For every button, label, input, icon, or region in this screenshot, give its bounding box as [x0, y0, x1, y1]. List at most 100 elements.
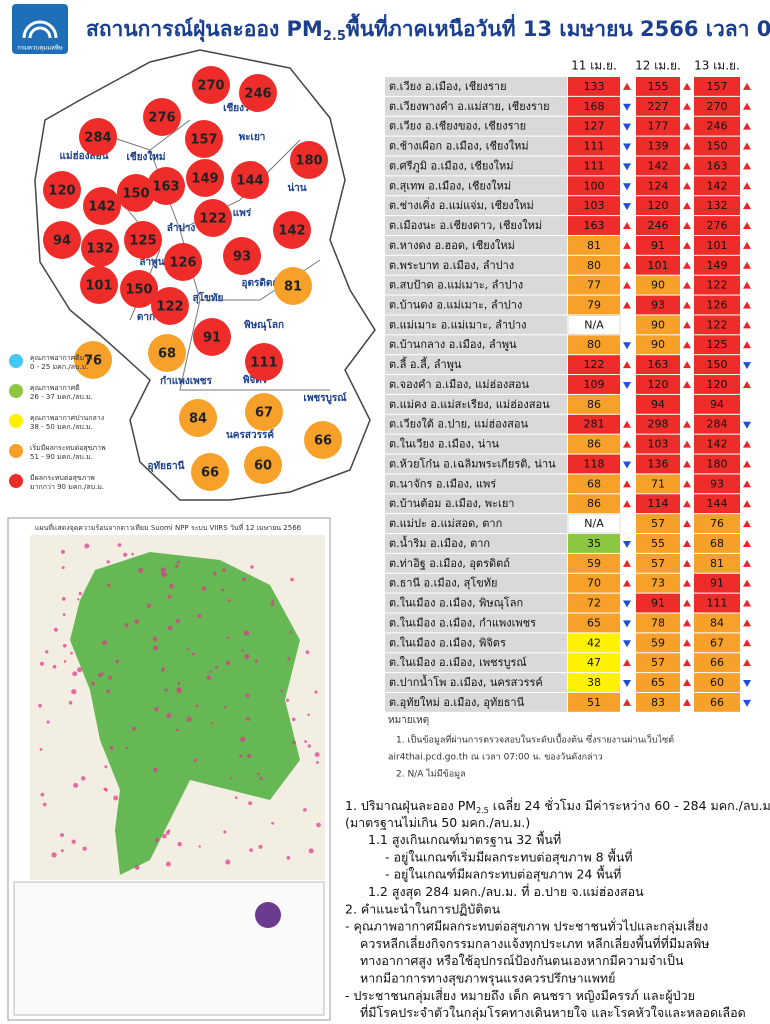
- province-label: กำแพงเพชร: [160, 375, 212, 387]
- value-cell: [694, 196, 740, 216]
- value-cell: [636, 176, 680, 196]
- value-text: 270: [707, 100, 728, 113]
- station-value: 132: [86, 242, 113, 257]
- value-cell: [636, 335, 680, 355]
- value-cell: [568, 235, 620, 255]
- hotspot: [134, 865, 140, 870]
- value-cell: [568, 77, 620, 96]
- station-value: 150: [122, 187, 149, 202]
- hotspot: [198, 845, 201, 848]
- hotspot: [104, 765, 108, 769]
- value-cell: [636, 593, 680, 613]
- value-text: 86: [587, 438, 601, 451]
- hotspot: [303, 808, 307, 812]
- trend-up: [743, 480, 751, 488]
- value-text: N/A: [584, 318, 604, 331]
- value-text: 122: [584, 358, 605, 371]
- value-cell: [694, 553, 740, 573]
- hotspot: [286, 698, 290, 702]
- region-outline: [34, 49, 376, 501]
- value-cell: [694, 235, 740, 255]
- station-cell: [385, 692, 567, 712]
- value-text: 78: [651, 616, 665, 629]
- station-value: 284: [84, 131, 111, 146]
- hotspot: [201, 586, 207, 591]
- value-text: 101: [648, 259, 669, 272]
- station-circle: [274, 267, 312, 305]
- trend-up: [743, 440, 751, 448]
- hotspot: [59, 832, 65, 838]
- value-cell: [568, 116, 620, 136]
- trend-up: [683, 162, 691, 170]
- trend-up: [683, 639, 691, 647]
- hotspot: [71, 839, 76, 844]
- value-text: 111: [584, 159, 605, 172]
- hotspot: [246, 717, 251, 721]
- value-cell: [636, 315, 680, 335]
- hotspot: [52, 664, 57, 669]
- value-text: 114: [648, 497, 669, 510]
- trend-up: [743, 599, 751, 607]
- hotspot: [73, 782, 79, 788]
- trend-up: [743, 301, 751, 309]
- value-cell: [694, 573, 740, 593]
- summary-line: - อยู่ในเกณฑ์มีผลกระทบต่อสุขภาพ 24 พื้นท…: [385, 865, 621, 883]
- trend-down: [623, 640, 631, 648]
- station-circle: [245, 343, 283, 381]
- trend-up: [683, 122, 691, 130]
- value-cell: [694, 96, 740, 116]
- station-name: ต.เวียงพางคำ อ.แม่สาย, เชียงราย: [389, 100, 550, 113]
- station-circle: [179, 399, 217, 437]
- hotspot: [186, 647, 189, 651]
- value-cell: [694, 593, 740, 613]
- station-name: ต.ในเมือง อ.เมือง, พิษณุโลก: [389, 596, 523, 610]
- value-text: 70: [587, 577, 601, 590]
- trend-up: [743, 380, 751, 388]
- trend-up: [683, 261, 691, 269]
- hotspot: [223, 705, 227, 709]
- value-cell: [694, 534, 740, 553]
- hotspot: [212, 571, 217, 576]
- value-text: 100: [584, 179, 605, 192]
- trend-up: [623, 559, 631, 567]
- trend-up: [623, 480, 631, 488]
- value-text: 246: [648, 219, 669, 232]
- value-cell: [568, 573, 620, 593]
- hotspot: [160, 567, 166, 573]
- value-cell: [636, 494, 680, 514]
- hotspot: [40, 792, 45, 797]
- station-name: ต.ศรีภูมิ อ.เมือง, เชียงใหม่: [389, 159, 514, 172]
- hotspot: [113, 795, 119, 801]
- value-text: 57: [651, 557, 665, 570]
- hotspot: [167, 829, 171, 833]
- value-cell: [694, 255, 740, 275]
- hotspot: [240, 736, 246, 742]
- summary-line: 1. ปริมาณฝุ่นละออง PM2.5 เฉลี่ย 24 ชั่วโ…: [345, 797, 770, 815]
- value-cell: [568, 176, 620, 196]
- value-text: 94: [651, 398, 665, 411]
- value-cell: [636, 375, 680, 394]
- trend-up: [623, 281, 631, 289]
- station-value: 111: [250, 356, 277, 371]
- hotspot: [103, 787, 107, 791]
- station-value: 142: [88, 200, 115, 215]
- summary-line: 1.1 สูงเกินเกณฑ์มาตรฐาน 32 พื้นที่: [368, 830, 561, 848]
- column-header: 11 เม.ย.: [571, 59, 617, 73]
- hotspot: [161, 667, 166, 672]
- hotspot: [271, 599, 274, 602]
- legend-title: คุณภาพอากาศดี: [30, 384, 80, 392]
- station-name: ต.บ้านดง อ.แม่เมาะ, ลำปาง: [389, 299, 522, 312]
- value-text: 66: [710, 696, 724, 709]
- value-cell: [636, 653, 680, 673]
- hotspot: [70, 651, 73, 655]
- value-text: 133: [584, 80, 605, 93]
- title-part: พื้นที่ภาคเหนือวันที่ 13 เมษายน 2566 เวล…: [346, 13, 770, 41]
- station-circle: [192, 66, 230, 104]
- value-cell: [568, 494, 620, 514]
- legend-title: เริ่มมีผลกระทบต่อสุขภาพ: [30, 443, 106, 452]
- summary-line: - ประชาชนกลุ่มเสี่ยง หมายถึง เด็ก คนชรา …: [345, 987, 695, 1004]
- station-circle: [186, 159, 224, 197]
- station-cell: [385, 593, 567, 613]
- value-text: 155: [648, 80, 669, 93]
